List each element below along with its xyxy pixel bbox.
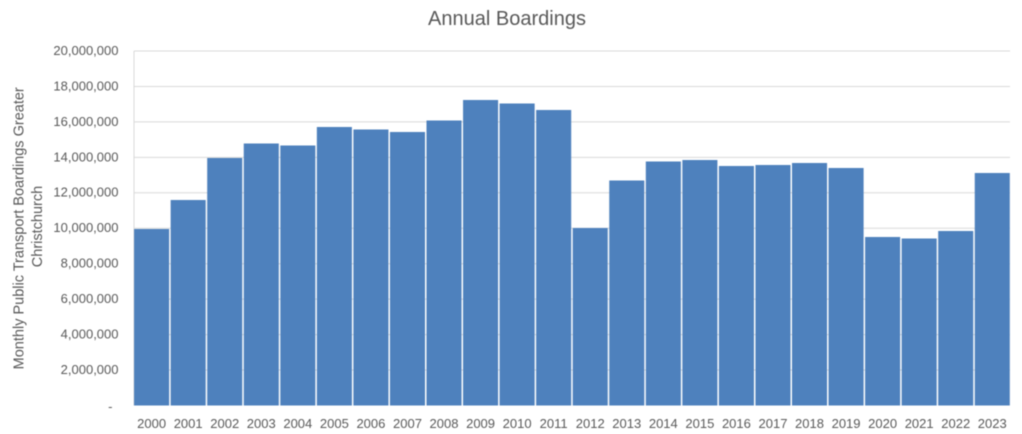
- svg-text:2,000,000: 2,000,000: [61, 362, 119, 377]
- svg-text:2017: 2017: [759, 416, 788, 431]
- svg-text:12,000,000: 12,000,000: [53, 185, 118, 200]
- svg-text:2003: 2003: [247, 416, 276, 431]
- svg-text:16,000,000: 16,000,000: [53, 114, 118, 129]
- svg-text:8,000,000: 8,000,000: [61, 256, 119, 271]
- svg-text:2007: 2007: [393, 416, 422, 431]
- svg-text:Christchurch: Christchurch: [30, 186, 46, 267]
- svg-text:10,000,000: 10,000,000: [53, 220, 118, 235]
- svg-text:2012: 2012: [576, 416, 605, 431]
- svg-text:-: -: [108, 399, 112, 414]
- svg-text:Monthly Public Transport Board: Monthly Public Transport Boardings Great…: [12, 87, 28, 369]
- svg-text:2014: 2014: [649, 416, 678, 431]
- svg-text:14,000,000: 14,000,000: [53, 149, 118, 164]
- svg-text:2015: 2015: [685, 416, 714, 431]
- svg-text:2001: 2001: [174, 416, 203, 431]
- svg-text:Annual Boardings: Annual Boardings: [428, 8, 586, 30]
- svg-text:2002: 2002: [210, 416, 239, 431]
- svg-text:6,000,000: 6,000,000: [61, 291, 119, 306]
- svg-text:2004: 2004: [283, 416, 312, 431]
- svg-text:2005: 2005: [320, 416, 349, 431]
- svg-text:2018: 2018: [795, 416, 824, 431]
- svg-text:2021: 2021: [905, 416, 934, 431]
- svg-text:2008: 2008: [430, 416, 459, 431]
- svg-text:20,000,000: 20,000,000: [53, 43, 118, 58]
- svg-text:2000: 2000: [137, 416, 166, 431]
- svg-text:2009: 2009: [466, 416, 495, 431]
- svg-text:2011: 2011: [540, 416, 568, 431]
- svg-text:2019: 2019: [832, 416, 861, 431]
- svg-text:2013: 2013: [612, 416, 641, 431]
- svg-text:2022: 2022: [941, 416, 970, 431]
- svg-text:2010: 2010: [503, 416, 532, 431]
- svg-text:2023: 2023: [978, 416, 1007, 431]
- svg-text:4,000,000: 4,000,000: [61, 327, 119, 342]
- svg-text:2016: 2016: [722, 416, 751, 431]
- svg-text:18,000,000: 18,000,000: [53, 78, 118, 93]
- svg-text:2020: 2020: [868, 416, 897, 431]
- svg-text:2006: 2006: [356, 416, 385, 431]
